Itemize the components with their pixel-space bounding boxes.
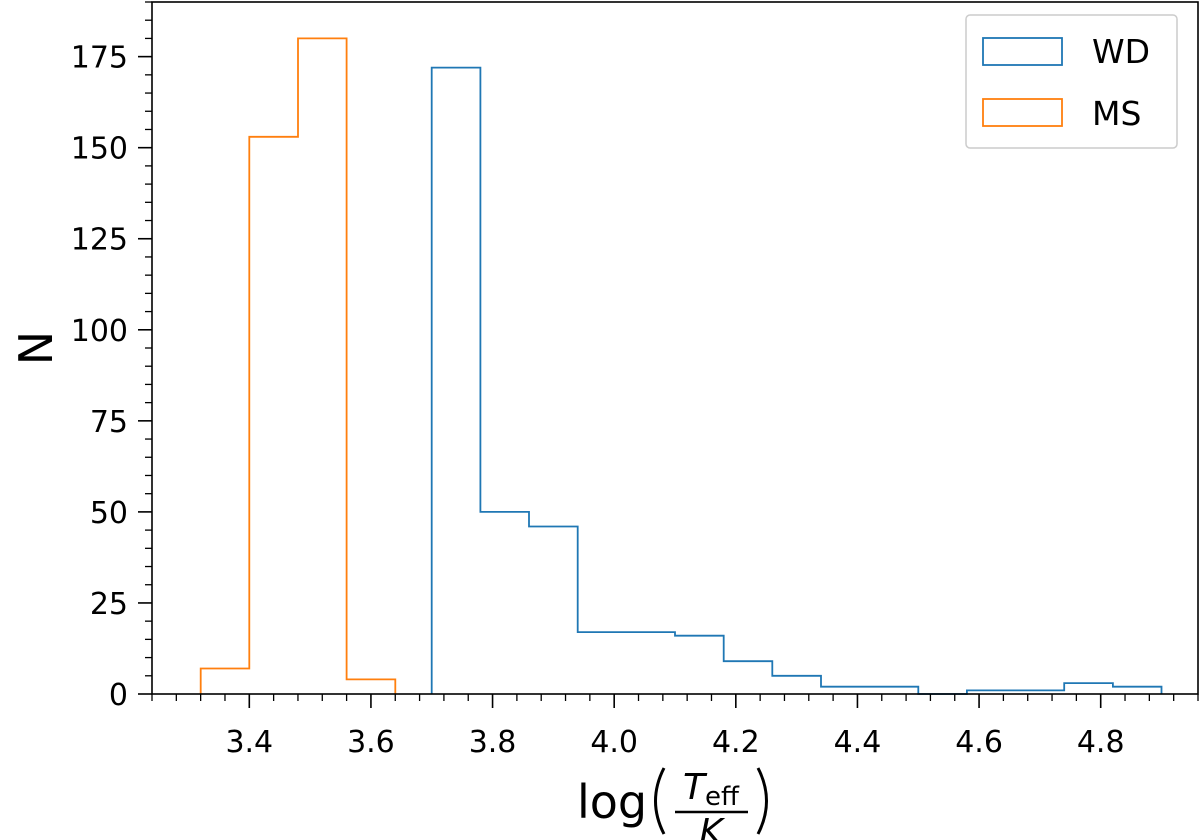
legend: WD MS bbox=[965, 14, 1178, 149]
x-axis-label-prefix: log bbox=[577, 775, 647, 829]
x-axis-label-denominator: K bbox=[699, 812, 725, 840]
legend-label-ms: MS bbox=[1092, 94, 1141, 133]
legend-swatch-ms bbox=[982, 98, 1063, 127]
legend-box bbox=[965, 14, 1178, 149]
y-axis: 0 25 50 75 100 125 150 175 bbox=[71, 1, 152, 713]
x-axis-label-numerator: T bbox=[683, 767, 708, 808]
x-tick-label: 3.8 bbox=[469, 725, 517, 760]
series-layer bbox=[199, 37, 1163, 695]
y-tick-label: 50 bbox=[90, 496, 128, 531]
right-paren bbox=[756, 767, 768, 835]
series-wd-step bbox=[430, 66, 1163, 695]
y-tick-label: 0 bbox=[109, 678, 128, 713]
y-tick-label: 125 bbox=[71, 223, 128, 258]
series-ms-step bbox=[199, 37, 397, 694]
x-tick-label: 3.6 bbox=[347, 725, 395, 760]
x-tick-label: 4.8 bbox=[1077, 725, 1125, 760]
x-tick-label: 4.6 bbox=[955, 725, 1003, 760]
y-tick-label: 75 bbox=[90, 405, 128, 440]
x-tick-label: 4.2 bbox=[712, 725, 760, 760]
x-tick-label: 4.0 bbox=[590, 725, 638, 760]
x-tick-label: 3.4 bbox=[225, 725, 273, 760]
x-tick-label: 4.4 bbox=[834, 725, 882, 760]
x-axis-label: log T eff K bbox=[577, 767, 768, 840]
y-tick-label: 150 bbox=[71, 132, 128, 167]
y-tick-label: 100 bbox=[71, 314, 128, 349]
y-axis-label: N bbox=[9, 331, 63, 365]
left-paren bbox=[654, 767, 666, 835]
x-axis: 3.4 3.6 3.8 4.0 4.2 4.4 4.6 4.8 bbox=[151, 694, 1199, 760]
y-tick-label: 175 bbox=[71, 41, 128, 76]
x-axis-label-subscript: eff bbox=[705, 782, 740, 812]
y-tick-label: 25 bbox=[90, 587, 128, 622]
legend-label-wd: WD bbox=[1092, 32, 1150, 71]
legend-swatch-wd bbox=[982, 37, 1063, 66]
